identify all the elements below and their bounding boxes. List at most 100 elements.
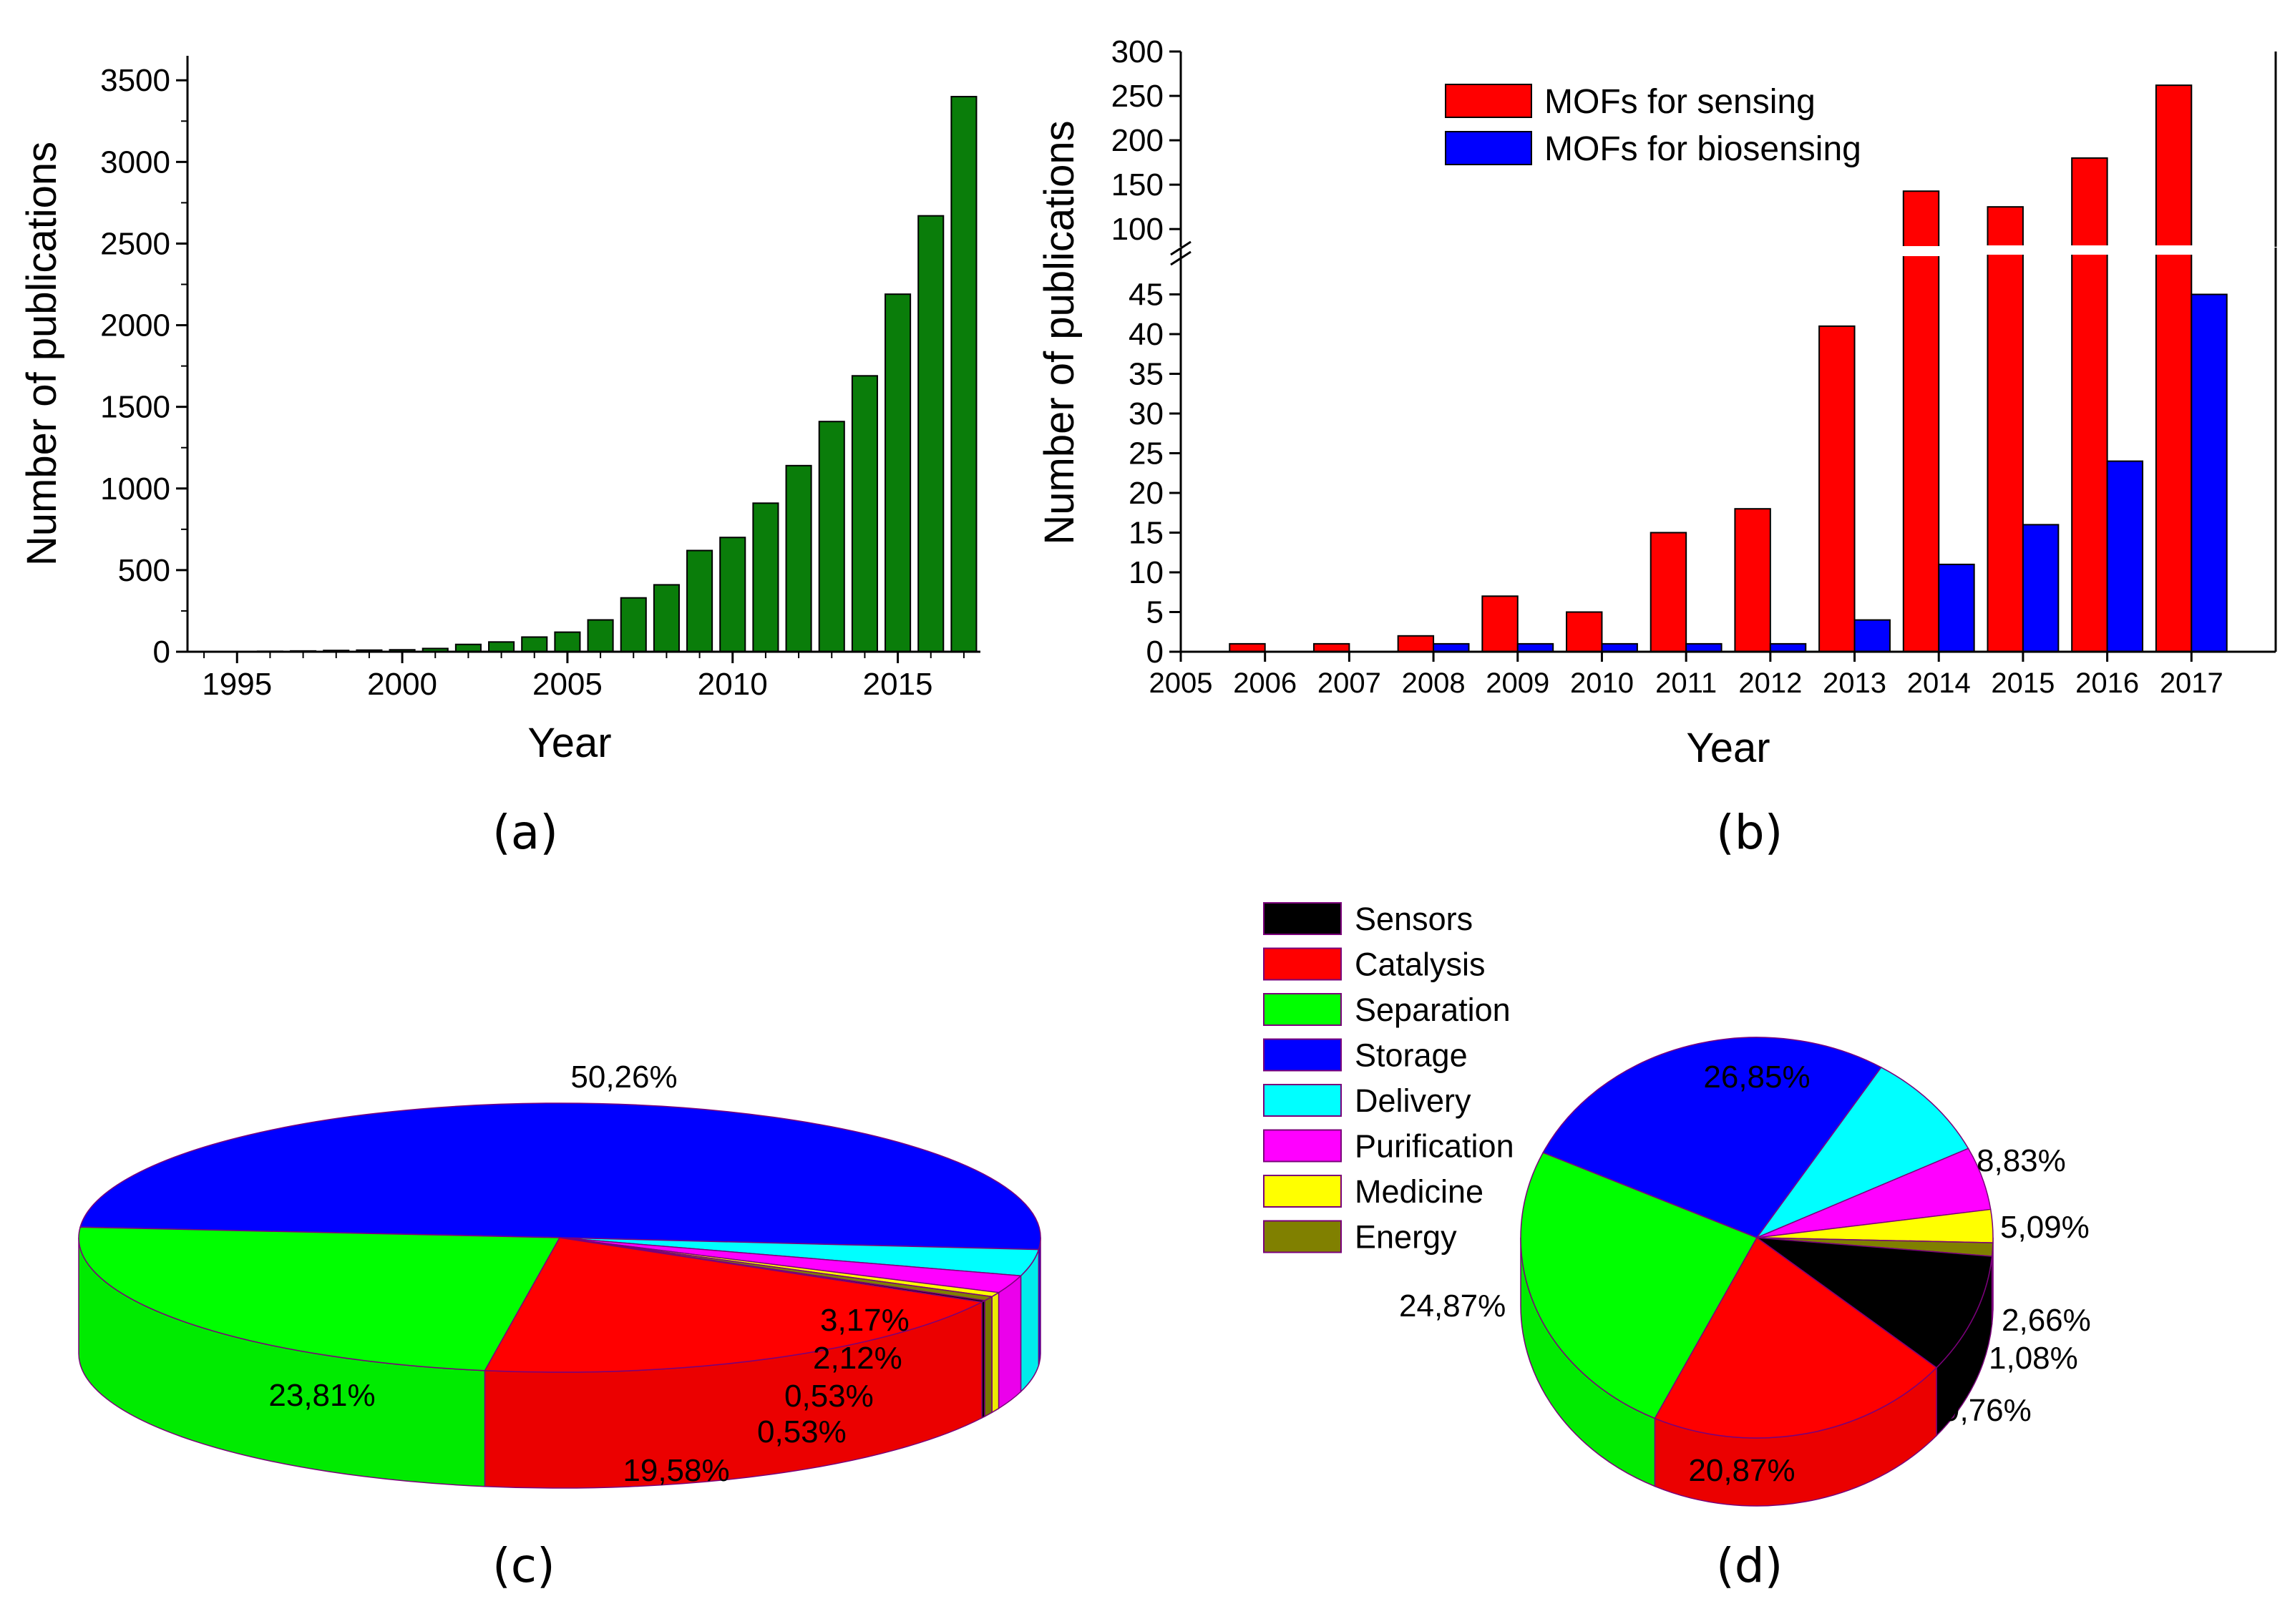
x-tick-label-2005: 2005 — [532, 667, 603, 702]
y-tick-label-35: 35 — [1129, 357, 1164, 392]
legend-swatch-biosensing — [1446, 132, 1531, 165]
x-tick-label-2006: 2006 — [1233, 667, 1297, 699]
bar-sensing-2017-lower — [2156, 248, 2191, 652]
axis-break-gap — [2153, 245, 2194, 255]
pie-c-label-storage: 50,26% — [570, 1060, 677, 1095]
legend-swatch-catalysis — [1264, 949, 1341, 980]
pie-c-label-purification: 2,12% — [813, 1341, 902, 1376]
y-tick-label-3000: 3000 — [100, 145, 170, 180]
bar-sensing-2013 — [1819, 326, 1854, 652]
axis-break-gap — [1901, 246, 1941, 256]
bar-2004 — [522, 637, 547, 652]
bar-2015 — [885, 294, 910, 652]
bar-biosensing-2014 — [1939, 564, 1974, 652]
bar-2009 — [687, 551, 712, 652]
bar-2005 — [555, 632, 580, 652]
x-tick-label-2007: 2007 — [1317, 667, 1381, 699]
bar-sensing-2015-lower — [1987, 248, 2022, 652]
pie-c-side-purification — [999, 1276, 1021, 1408]
bar-2010 — [720, 537, 745, 652]
legend-label-separation: Separation — [1355, 992, 1511, 1028]
y-tick-label-150: 150 — [1111, 167, 1164, 202]
bar-2003 — [489, 642, 514, 652]
pie-c-side-medicine — [992, 1293, 998, 1413]
x-tick-label-2005: 2005 — [1149, 667, 1213, 699]
y-tick-label-2500: 2500 — [100, 226, 170, 261]
bar-sensing-2006 — [1229, 644, 1265, 652]
bar-sensing-2015-upper — [1987, 207, 2022, 247]
bar-biosensing-2008 — [1433, 644, 1468, 652]
x-tick-label-2010: 2010 — [1570, 667, 1634, 699]
x-axis-title: Year — [1686, 725, 1770, 771]
axis-break-gap — [2069, 245, 2110, 255]
bar-biosensing-2016 — [2108, 461, 2143, 652]
bar-sensing-2007 — [1314, 644, 1349, 652]
y-tick-label-10: 10 — [1129, 555, 1164, 590]
x-tick-label-2011: 2011 — [1655, 667, 1717, 699]
bar-sensing-2016-lower — [2072, 248, 2107, 652]
pie-c-label-energy: 0,53% — [757, 1414, 847, 1449]
y-tick-label-300: 300 — [1111, 34, 1164, 69]
bar-2011 — [753, 503, 778, 652]
panel-label-a: (a) — [492, 805, 558, 860]
bar-2007 — [621, 598, 646, 652]
bar-sensing-2016-upper — [2072, 158, 2107, 247]
y-tick-label-0: 0 — [1146, 635, 1164, 670]
bar-sensing-2008 — [1398, 636, 1433, 652]
y-tick-label-0: 0 — [153, 635, 170, 670]
bar-2006 — [588, 620, 613, 652]
y-tick-label-200: 200 — [1111, 123, 1164, 158]
y-tick-label-2000: 2000 — [100, 308, 170, 343]
legend-label-sensing: MOFs for sensing — [1544, 83, 1816, 121]
chart-d-application-pie: 26,85%8,83%5,09%2,66%1,08%9,76%20,87%24,… — [1264, 901, 2091, 1506]
legend-label-biosensing: MOFs for biosensing — [1544, 130, 1861, 168]
x-tick-label-2013: 2013 — [1823, 667, 1886, 699]
bar-biosensing-2011 — [1686, 644, 1721, 652]
legend-swatch-delivery — [1264, 1085, 1341, 1116]
bar-sensing-2012 — [1735, 509, 1770, 652]
chart-c-application-pie: 50,26%3,17%2,12%0,53%0,53%19,58%23,81% — [79, 1060, 1041, 1488]
pie-d-label-catalysis: 20,87% — [1688, 1453, 1795, 1488]
pie-d-label-separation: 24,87% — [1399, 1288, 1506, 1324]
bar-sensing-2014 — [1904, 191, 1939, 652]
bar-2013 — [819, 421, 844, 652]
panel-label-c: (c) — [492, 1538, 555, 1593]
x-tick-label-2012: 2012 — [1738, 667, 1802, 699]
y-tick-label-5: 5 — [1146, 595, 1164, 630]
pie-c-label-separation: 23,81% — [268, 1378, 375, 1413]
y-tick-label-25: 25 — [1129, 436, 1164, 471]
pie-c-label-medicine: 0,53% — [784, 1379, 874, 1414]
legend-swatch-sensors — [1264, 903, 1341, 934]
y-axis-title: Number of publications — [1036, 120, 1083, 544]
bar-biosensing-2017 — [2191, 295, 2226, 652]
y-tick-label-500: 500 — [118, 553, 170, 588]
bar-biosensing-2010 — [1602, 644, 1637, 652]
legend-swatch-medicine — [1264, 1175, 1341, 1207]
legend-label-purification: Purification — [1355, 1128, 1514, 1165]
legend-swatch-purification — [1264, 1130, 1341, 1162]
bar-2002 — [456, 645, 481, 652]
x-tick-label-2009: 2009 — [1486, 667, 1549, 699]
legend-label-energy: Energy — [1355, 1219, 1457, 1256]
bar-2008 — [654, 584, 679, 652]
legend-swatch-energy — [1264, 1221, 1341, 1253]
pie-c-side-energy — [985, 1296, 992, 1417]
panel-label-b: (b) — [1716, 805, 1783, 860]
bar-2012 — [786, 466, 812, 652]
y-tick-label-30: 30 — [1129, 396, 1164, 431]
pie-d-label-purification: 5,09% — [2000, 1210, 2090, 1245]
x-tick-label-2010: 2010 — [698, 667, 768, 702]
bar-biosensing-2015 — [2023, 524, 2058, 652]
legend-label-catalysis: Catalysis — [1355, 946, 1486, 983]
pie-d-label-delivery: 8,83% — [1977, 1143, 2066, 1178]
y-tick-label-3500: 3500 — [100, 63, 170, 98]
pie-c-label-catalysis: 19,58% — [623, 1453, 729, 1488]
legend-swatch-separation — [1264, 994, 1341, 1025]
pie-c-slice-storage — [80, 1103, 1041, 1250]
legend-label-delivery: Delivery — [1355, 1082, 1471, 1119]
x-tick-label-2000: 2000 — [367, 667, 437, 702]
